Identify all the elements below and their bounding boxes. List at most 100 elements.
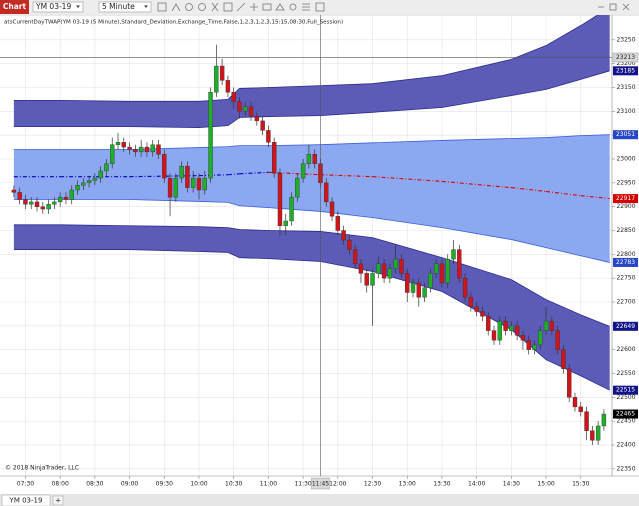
candle-body [162,154,167,179]
chart-title: atsCurrentDayTWAP(YM 03-19 (5 Minute),St… [4,20,343,26]
y-tick-label: 22900 [616,203,635,210]
add-tab[interactable] [52,495,64,506]
candle-body [422,287,427,298]
candle-body [370,273,375,286]
maximize[interactable] [609,3,617,11]
copyright: © 2018 NinjaTrader, LLC [5,465,79,472]
twap-segment [545,190,581,197]
candle-body [185,165,190,188]
candle-body [393,258,398,269]
candle-body [595,425,601,441]
twap-segment [239,171,269,175]
candle-body [283,220,288,226]
band-value-label: 23185 [616,67,635,74]
candle-body [11,189,17,193]
band-value-label: 22917 [616,195,635,202]
dropdown-arrow [144,5,148,8]
candle-body [63,196,69,200]
crosshair-x-box [311,477,330,490]
candle-body [225,80,231,93]
icon[interactable] [250,3,258,11]
candle-body [462,277,468,298]
band-line [13,249,610,391]
twap-segment [227,173,240,176]
candle-body [110,144,115,164]
sheet-tab[interactable] [1,494,51,506]
icon[interactable] [262,3,272,11]
band-line [13,224,610,327]
icon[interactable] [198,3,206,11]
x-tick-label: 08:30 [86,481,103,488]
icon[interactable] [275,3,285,11]
band-line [13,70,610,128]
icon[interactable] [315,2,325,12]
y-tick-label: 22600 [616,346,635,353]
y-tick-label: 22500 [616,394,635,401]
candle-body [532,344,537,350]
candle-body [399,258,404,274]
y-tick-label: 22550 [616,370,635,377]
candle-body [543,320,549,331]
crosshair-y-label: 23213 [616,54,635,61]
crosshair-y-box [612,52,639,63]
instrument-select[interactable] [32,1,84,13]
candle-body [578,406,583,412]
y-tick-label: 23100 [616,108,635,115]
icon[interactable] [289,3,297,11]
candle-body [480,311,485,317]
candle-body [329,201,335,217]
candle-body [584,411,589,431]
icon[interactable] [211,2,219,12]
candle-body [410,282,416,293]
candle-body [486,316,491,331]
y-tick-label: 22800 [616,251,635,258]
candle-body [121,142,126,148]
twap-segment [441,180,512,189]
candle-body [509,325,514,331]
crosshair-x-label: 11:45 [312,481,329,488]
app-tab[interactable] [0,0,29,14]
candle-body [156,144,161,155]
candle-body [150,144,155,153]
candles [11,44,607,446]
candle-body [243,106,248,112]
x-tick-label: 12:00 [329,481,346,488]
x-tick-label: 15:00 [537,481,554,488]
icon[interactable] [302,3,310,11]
icon[interactable] [171,3,181,12]
toolbar-bg [0,0,639,14]
band-value-label-box [613,130,638,140]
candle-body [468,297,474,307]
candle-body [538,330,543,346]
x-tick-label: 10:30 [225,481,242,488]
band-value-label-box [613,321,638,331]
candle-body [179,165,184,179]
app-tab-label: Chart [3,2,27,11]
close[interactable] [622,3,630,11]
y-tick-label: 22750 [616,275,635,282]
candle-body [347,239,352,250]
candle-body [376,263,381,274]
candle-body [549,320,555,331]
instrument-label: YM 03-19 [35,2,71,11]
twap-segment [511,187,547,192]
interval-select[interactable] [98,1,152,13]
candle-body [196,177,202,191]
icon[interactable] [236,2,246,12]
toolbar: Chart YM 03-19 5 Minute [0,0,639,14]
y-tick-label: 22350 [616,465,635,472]
x-tick-label: 07:30 [17,481,34,488]
y-tick-label: 23250 [616,36,635,43]
candle-body [566,368,572,398]
icon[interactable] [185,3,193,11]
y-tick-label: 23200 [616,60,635,67]
icon[interactable] [223,2,233,12]
toolbar-icons [157,2,630,12]
candle-body [248,106,254,117]
band-value-label-box [613,66,638,76]
icon[interactable] [157,2,167,12]
candle-body [173,177,179,198]
add-tab-label: + [55,497,61,505]
candle-body [428,273,433,288]
